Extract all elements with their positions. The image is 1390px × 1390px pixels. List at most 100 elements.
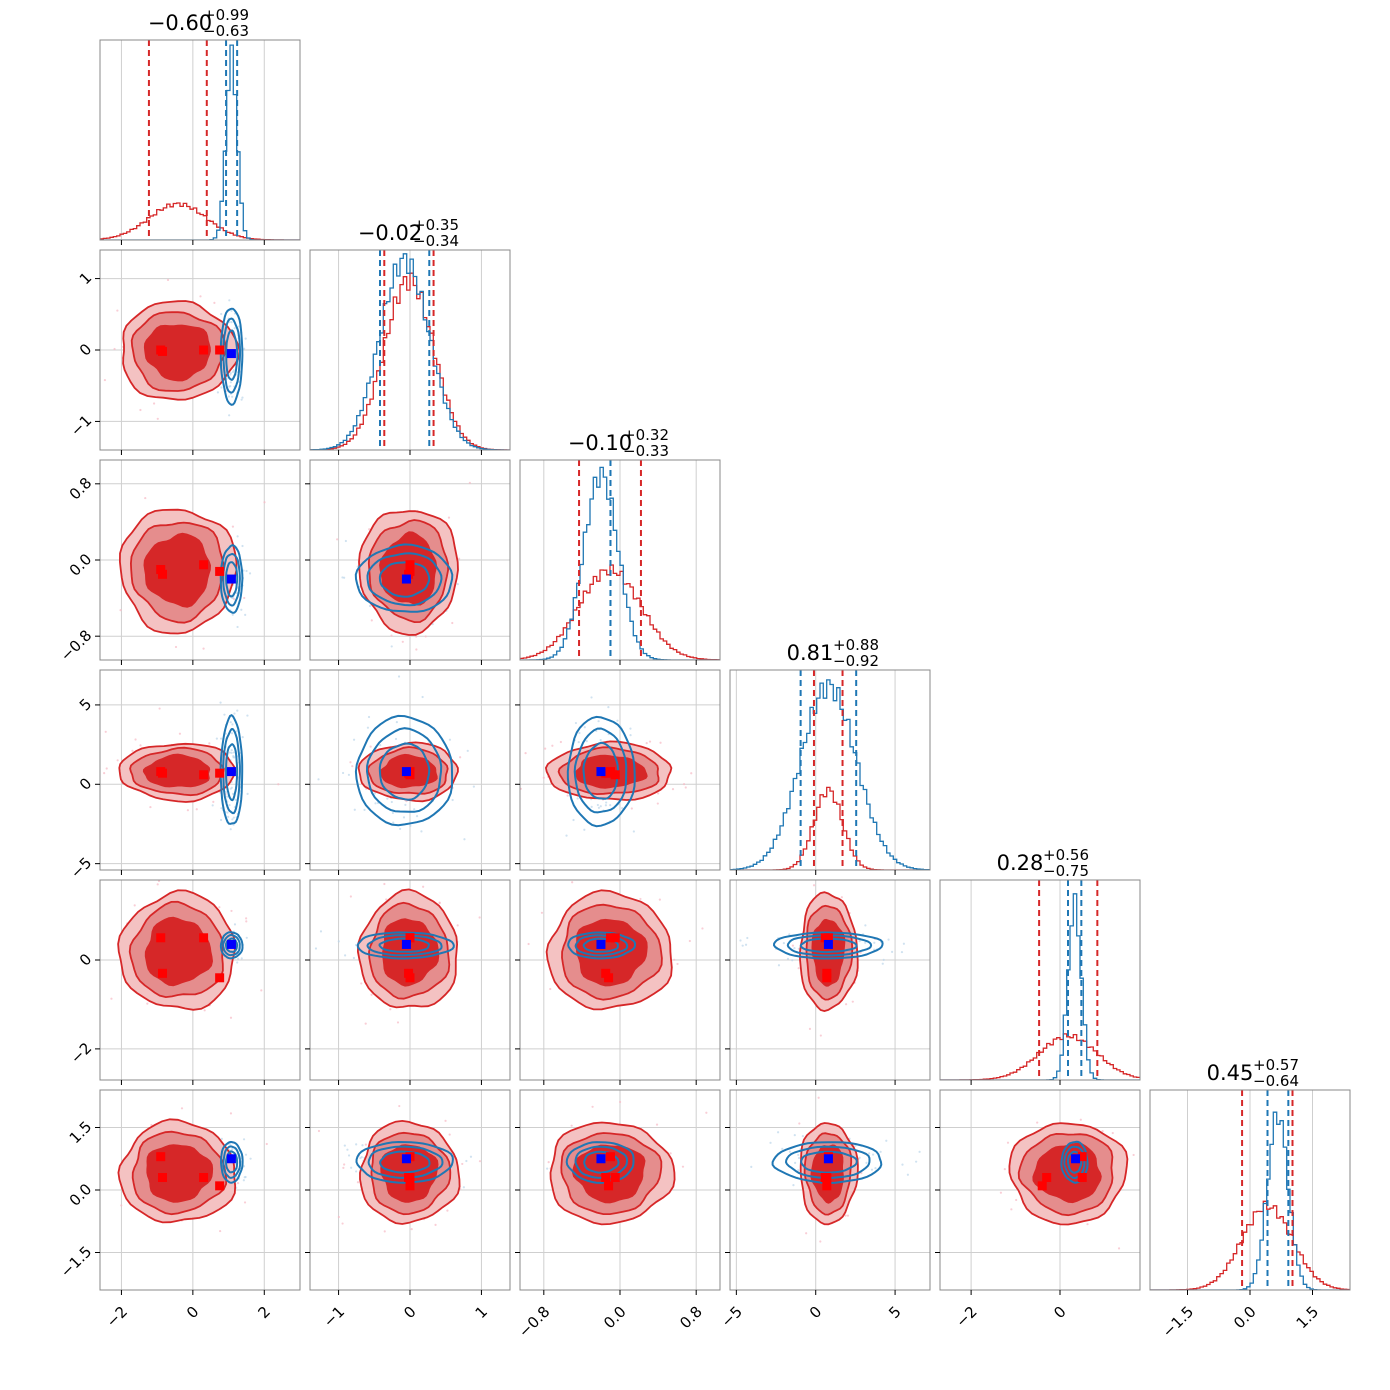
sample-point-blue xyxy=(347,773,351,776)
blue-histogram xyxy=(1150,1111,1350,1290)
sample-point-blue xyxy=(605,801,608,804)
sample-point-red xyxy=(166,278,170,282)
sample-point-red xyxy=(113,347,116,351)
sample-point-blue xyxy=(241,396,244,399)
marker-red-square xyxy=(215,973,225,983)
sample-point-red xyxy=(229,1016,233,1019)
sample-point-blue xyxy=(227,815,230,818)
sample-point-blue xyxy=(246,792,249,795)
blue-contour xyxy=(219,544,244,614)
x-tick-label: 0 xyxy=(1050,1303,1069,1322)
sample-point-red xyxy=(648,740,652,743)
sample-point-blue xyxy=(797,1153,800,1157)
sample-point-blue xyxy=(578,731,581,735)
x-tick-label: −5 xyxy=(718,1303,746,1331)
marker-red-square xyxy=(1077,1173,1087,1182)
blue-contour xyxy=(219,1141,244,1184)
blue-contour xyxy=(367,1145,444,1179)
marker-red-square xyxy=(158,569,167,579)
sample-point-red xyxy=(544,747,547,750)
red-histogram xyxy=(310,272,510,450)
sample-point-red xyxy=(180,1107,184,1110)
sample-point-red xyxy=(371,860,373,862)
blue-contour xyxy=(573,727,628,814)
sample-point-blue xyxy=(337,940,340,943)
sample-point-red xyxy=(236,1182,240,1185)
marker-blue-square xyxy=(1071,1154,1081,1164)
sample-point-red xyxy=(131,749,134,752)
panel-title-minus-3: −0.92 xyxy=(833,652,879,670)
x-tick-label: −1 xyxy=(320,1303,348,1331)
sample-point-blue xyxy=(609,804,612,807)
sample-point-blue xyxy=(616,719,619,722)
sample-point-red xyxy=(277,783,280,786)
sample-point-red xyxy=(401,640,404,643)
sample-point-red xyxy=(343,1163,346,1166)
sample-point-blue xyxy=(242,1179,245,1182)
sample-point-red xyxy=(92,1139,94,1141)
y-tick-label: 0.8 xyxy=(66,474,96,504)
sample-point-blue xyxy=(346,1148,349,1151)
sample-point-red xyxy=(701,927,704,930)
sample-point-blue xyxy=(367,715,371,719)
sample-point-blue xyxy=(229,384,232,388)
marker-blue-square xyxy=(596,1154,606,1164)
y-tick-label: −5 xyxy=(67,854,95,882)
blue-contour xyxy=(799,937,858,954)
sample-point-red xyxy=(202,647,205,650)
sample-point-blue xyxy=(226,811,229,814)
sample-point-red xyxy=(103,378,107,382)
sample-point-blue xyxy=(229,381,232,384)
sample-point-blue xyxy=(465,1159,468,1163)
panel-title-minus-1: −0.34 xyxy=(413,232,459,250)
sample-point-blue xyxy=(590,805,593,808)
sample-point-red xyxy=(570,1124,573,1127)
marker-red-square xyxy=(158,346,167,356)
sample-point-red xyxy=(349,761,352,764)
x-tick-label: 1.5 xyxy=(1293,1303,1323,1333)
sample-point-blue xyxy=(390,645,393,648)
panel-frame xyxy=(99,39,301,241)
sample-point-blue xyxy=(865,1161,868,1165)
panel-0-0 xyxy=(99,39,301,245)
sample-point-blue xyxy=(386,797,389,800)
y-tick-label: 0 xyxy=(76,340,95,359)
sample-point-blue xyxy=(354,943,358,947)
blue-contour xyxy=(771,1141,883,1185)
marker-blue-square xyxy=(823,1154,833,1164)
sample-point-blue xyxy=(585,740,588,743)
sample-point-blue xyxy=(801,1135,804,1138)
panel-title-1: −0.02 xyxy=(358,221,422,245)
sample-point-blue xyxy=(873,941,876,944)
sample-point-blue xyxy=(794,1161,797,1165)
y-tick-label: 0 xyxy=(76,950,95,969)
sample-point-blue xyxy=(379,743,382,747)
marker-red-square xyxy=(605,933,615,943)
marker-red-square xyxy=(158,1173,167,1182)
sample-point-blue xyxy=(230,732,234,735)
sample-point-red xyxy=(230,909,233,913)
marker-red-square xyxy=(610,1173,620,1182)
sample-point-red xyxy=(645,741,648,745)
x-tick-label: 0.0 xyxy=(600,1303,630,1333)
marker-blue-square xyxy=(226,574,236,584)
y-tick-label: 0.0 xyxy=(66,1180,96,1210)
marker-red-square xyxy=(604,1181,614,1191)
marker-red-square xyxy=(601,768,611,778)
blue-contour xyxy=(222,317,241,394)
sample-point-blue xyxy=(744,943,748,946)
panel-4-0: −2 0 xyxy=(67,879,301,1085)
sample-point-blue xyxy=(797,1156,801,1160)
sample-point-red xyxy=(415,648,418,651)
sample-point-blue xyxy=(228,803,231,807)
sample-point-blue xyxy=(390,800,393,804)
blue-contour xyxy=(786,934,873,957)
sample-point-red xyxy=(639,897,642,901)
sample-point-red xyxy=(542,776,545,779)
sample-point-blue xyxy=(229,1142,232,1146)
sample-point-blue xyxy=(240,957,243,960)
sample-point-red xyxy=(212,800,215,803)
sample-point-blue xyxy=(220,1137,223,1140)
marker-red-square xyxy=(199,770,209,780)
sample-point-red xyxy=(478,916,481,919)
